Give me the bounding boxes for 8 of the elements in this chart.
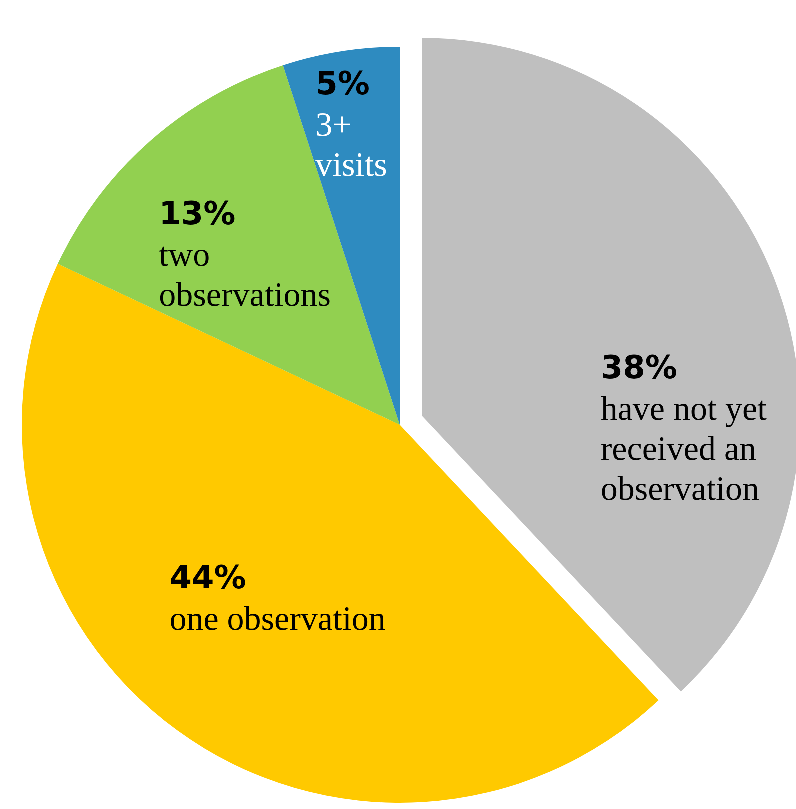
- data-label: 5%: [316, 64, 370, 102]
- data-label: 13%: [159, 194, 236, 233]
- slice-label: have not yet received an observation: [600, 390, 768, 508]
- slice-label: two observations: [159, 237, 331, 314]
- slice-label: 3+ visits: [316, 106, 388, 184]
- slice-label: one observation: [170, 601, 386, 638]
- data-label: 38%: [600, 348, 678, 386]
- data-label: 44%: [170, 558, 246, 597]
